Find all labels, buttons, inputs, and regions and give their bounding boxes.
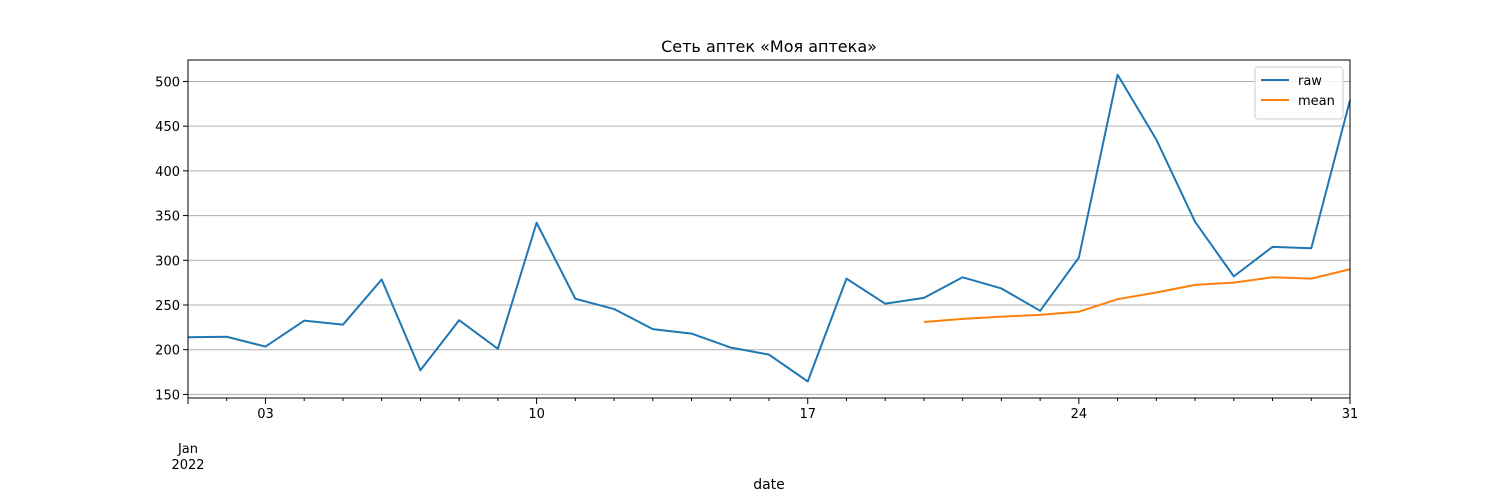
data-point-raw bbox=[458, 319, 461, 322]
data-point-raw bbox=[303, 319, 306, 322]
y-tick-label: 400 bbox=[155, 165, 180, 180]
x-tick-label: 03 bbox=[257, 407, 274, 422]
data-point-raw bbox=[1039, 309, 1042, 312]
data-point-raw bbox=[1271, 245, 1274, 248]
data-point-mean bbox=[961, 317, 964, 320]
data-point-mean bbox=[1077, 310, 1080, 313]
y-axis: 150 200 250 300 350 400 450 500 bbox=[155, 75, 188, 403]
data-point-raw bbox=[1000, 287, 1003, 290]
data-point-mean bbox=[1232, 281, 1235, 284]
data-point-mean bbox=[1310, 277, 1313, 280]
series-line-mean bbox=[923, 268, 1351, 323]
data-point-raw bbox=[729, 346, 732, 349]
data-point-mean bbox=[1039, 313, 1042, 316]
data-point-raw bbox=[1116, 73, 1119, 76]
data-point-raw bbox=[264, 345, 267, 348]
x-axis-label: date bbox=[753, 477, 785, 493]
legend: raw mean bbox=[1254, 66, 1344, 120]
data-point-raw bbox=[1194, 220, 1197, 223]
data-point-raw bbox=[768, 353, 771, 356]
data-point-raw bbox=[380, 278, 383, 281]
data-point-raw bbox=[922, 296, 925, 299]
data-point-mean bbox=[1000, 315, 1003, 318]
x-axis: 03 10 17 24 31 bbox=[187, 398, 1359, 422]
y-tick-label: 350 bbox=[155, 210, 180, 225]
data-point-raw bbox=[1232, 275, 1235, 278]
x-origin-year-label: 2022 bbox=[171, 458, 204, 473]
y-tick-label: 450 bbox=[155, 120, 180, 135]
data-point-raw bbox=[690, 332, 693, 335]
data-point-raw bbox=[806, 380, 809, 383]
data-point-raw bbox=[651, 328, 654, 331]
data-point-raw bbox=[496, 347, 499, 350]
data-point-raw bbox=[1077, 256, 1080, 259]
x-tick-label: 24 bbox=[1071, 407, 1088, 422]
y-gridlines bbox=[188, 80, 1350, 395]
data-point-raw bbox=[1155, 138, 1158, 141]
chart-title: Сеть аптек «Моя аптека» bbox=[661, 37, 877, 56]
data-point-mean bbox=[1194, 283, 1197, 286]
x-origin-month-label: Jan bbox=[177, 442, 198, 457]
y-tick-label: 500 bbox=[155, 75, 180, 90]
y-tick-label: 150 bbox=[155, 388, 180, 403]
data-point-raw bbox=[845, 277, 848, 280]
data-point-mean bbox=[922, 320, 925, 323]
data-point-raw bbox=[535, 221, 538, 224]
x-tick-label: 31 bbox=[1342, 407, 1359, 422]
data-point-mean bbox=[1116, 298, 1119, 301]
data-point-mean bbox=[1271, 276, 1274, 279]
y-tick-label: 250 bbox=[155, 299, 180, 314]
data-point-raw bbox=[884, 302, 887, 305]
series-line-raw bbox=[187, 73, 1351, 383]
data-point-raw bbox=[341, 323, 344, 326]
data-point-raw bbox=[613, 308, 616, 311]
data-point-raw bbox=[574, 297, 577, 300]
x-tick-label: 17 bbox=[799, 407, 816, 422]
data-point-mean bbox=[1155, 291, 1158, 294]
data-point-raw bbox=[1310, 247, 1313, 250]
data-point-raw bbox=[961, 276, 964, 279]
legend-label-mean: mean bbox=[1298, 94, 1335, 109]
y-tick-label: 200 bbox=[155, 344, 180, 359]
x-tick-label: 10 bbox=[528, 407, 545, 422]
plot-frame bbox=[187, 59, 1351, 399]
data-point-raw bbox=[419, 369, 422, 372]
legend-label-raw: raw bbox=[1298, 74, 1322, 89]
data-point-raw bbox=[225, 335, 228, 338]
series-lines bbox=[187, 73, 1351, 383]
y-tick-label: 300 bbox=[155, 254, 180, 269]
